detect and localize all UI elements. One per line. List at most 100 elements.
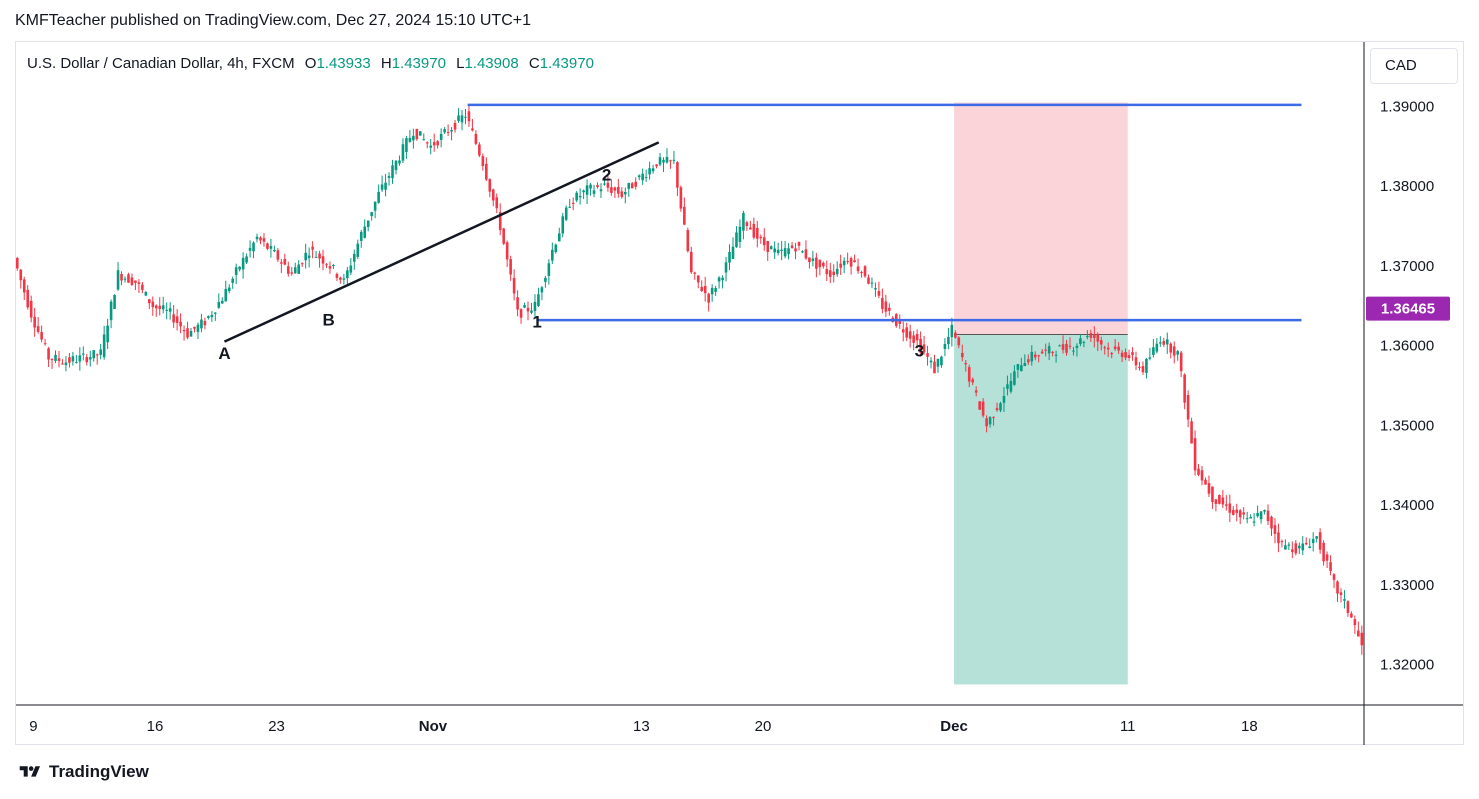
- candle-body-56: [210, 314, 214, 318]
- candle-body-27: [109, 301, 113, 321]
- candle-body-117: [422, 139, 426, 141]
- candle-body-254: [898, 319, 902, 324]
- price-tick-1.32000: 1.32000: [1380, 657, 1434, 674]
- candle-body-192: [683, 206, 686, 225]
- candle-body-24: [99, 349, 102, 355]
- candle-body-7: [40, 332, 43, 340]
- candle-body-349: [1228, 503, 1232, 513]
- candle-body-225: [797, 242, 801, 246]
- candle-body-101: [366, 220, 370, 228]
- candle-body-163: [582, 190, 585, 193]
- candle-body-0: [16, 258, 19, 269]
- candle-body-341: [1200, 470, 1204, 481]
- candle-body-373: [1311, 539, 1315, 544]
- candle-body-320: [1127, 355, 1131, 358]
- candle-body-140: [502, 228, 505, 244]
- candle-body-57: [214, 312, 217, 314]
- candle-body-51: [193, 326, 196, 329]
- candle-body-5: [33, 316, 36, 328]
- chart-frame[interactable]: [15, 41, 1464, 745]
- currency-selector[interactable]: CAD: [1370, 48, 1458, 84]
- candle-body-291: [1027, 359, 1030, 363]
- candle-body-115: [415, 128, 419, 140]
- candle-body-120: [432, 142, 436, 146]
- candle-body-122: [439, 133, 443, 140]
- candle-body-338: [1190, 421, 1193, 444]
- take-profit-zone: [954, 334, 1128, 685]
- candle-body-247: [874, 288, 877, 290]
- candle-body-177: [630, 183, 634, 189]
- candle-body-246: [870, 282, 874, 284]
- candle-body-40: [154, 305, 158, 309]
- candle-body-22: [92, 350, 96, 359]
- candle-body-234: [828, 270, 832, 277]
- candle-body-20: [85, 357, 89, 363]
- candle-body-333: [1172, 346, 1176, 356]
- candle-body-263: [929, 360, 933, 363]
- candle-body-104: [377, 191, 380, 203]
- candle-body-353: [1242, 512, 1246, 515]
- symbol-legend[interactable]: U.S. Dollar / Canadian Dollar, 4h, FXCM …: [27, 55, 594, 72]
- candle-body-96: [349, 265, 353, 273]
- candle-body-365: [1284, 545, 1287, 550]
- candle-body-193: [686, 230, 690, 252]
- candle-body-195: [693, 272, 697, 274]
- candle-body-21: [88, 357, 92, 360]
- candle-body-129: [464, 116, 467, 118]
- candle-body-232: [822, 262, 825, 267]
- candle-body-207: [735, 232, 738, 248]
- candle-body-307: [1082, 341, 1086, 343]
- candle-body-87: [318, 253, 321, 259]
- candle-body-286: [1009, 380, 1013, 392]
- candle-body-142: [509, 259, 512, 275]
- candle-body-238: [842, 260, 846, 266]
- candle-body-194: [690, 251, 693, 273]
- candle-body-236: [835, 268, 839, 275]
- publisher-line: KMFTeacher published on TradingView.com,…: [15, 12, 531, 29]
- candle-body-368: [1294, 543, 1298, 554]
- candle-body-52: [196, 324, 200, 332]
- candle-body-106: [384, 182, 387, 190]
- candle-body-265: [936, 358, 940, 367]
- candle-body-155: [554, 244, 558, 252]
- candle-body-126: [453, 122, 457, 130]
- candle-body-30: [120, 273, 123, 281]
- candle-body-264: [933, 361, 936, 374]
- candle-body-180: [641, 173, 644, 181]
- candle-body-174: [620, 191, 624, 197]
- time-tick-13: 13: [633, 718, 650, 735]
- candle-body-88: [321, 256, 325, 264]
- symbol-title: U.S. Dollar / Canadian Dollar, 4h, FXCM: [27, 55, 295, 72]
- candle-body-203: [721, 277, 724, 281]
- candle-body-37: [144, 291, 148, 296]
- time-tick-11: 11: [1120, 718, 1136, 735]
- candle-body-278: [981, 401, 985, 416]
- candle-body-363: [1277, 532, 1280, 544]
- candle-body-242: [856, 266, 860, 272]
- candle-body-72: [266, 243, 269, 249]
- candle-body-205: [728, 252, 731, 263]
- candle-body-108: [391, 165, 394, 179]
- candle-body-76: [280, 262, 283, 264]
- time-tick-Dec: Dec: [940, 718, 968, 735]
- candle-body-74: [273, 249, 276, 252]
- low-value: 1.43908: [464, 55, 519, 72]
- candle-body-114: [412, 135, 415, 141]
- candle-body-14: [64, 362, 68, 366]
- candle-body-237: [839, 263, 842, 268]
- candle-body-45: [172, 314, 175, 323]
- candle-body-119: [429, 145, 433, 148]
- candle-body-260: [919, 338, 922, 353]
- candle-body-233: [825, 269, 829, 275]
- candle-body-169: [603, 183, 606, 185]
- candle-body-152: [544, 277, 547, 282]
- candle-body-79: [290, 272, 294, 274]
- tradingview-logo[interactable]: TradingView: [17, 762, 149, 782]
- candle-body-170: [606, 182, 610, 188]
- price-tick-1.33000: 1.33000: [1380, 577, 1434, 594]
- candle-body-214: [759, 236, 763, 239]
- candle-body-323: [1138, 366, 1141, 368]
- candle-body-272: [960, 352, 964, 358]
- candle-body-187: [665, 156, 669, 163]
